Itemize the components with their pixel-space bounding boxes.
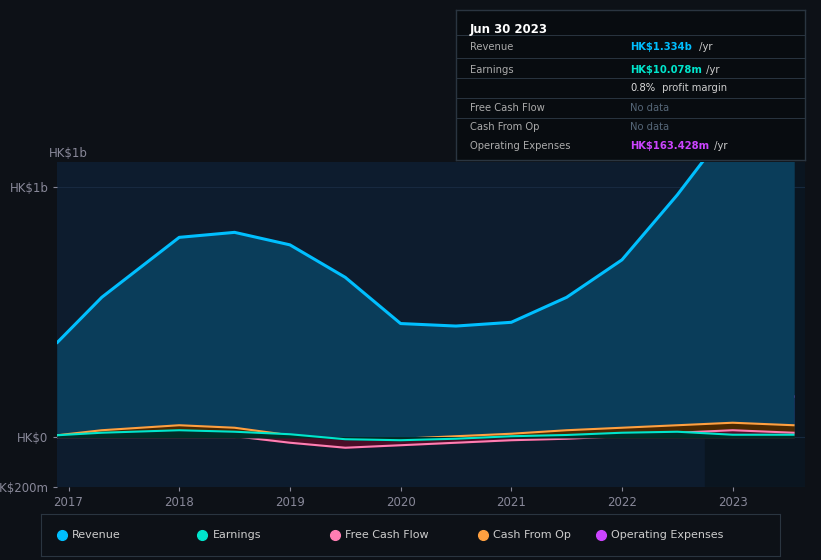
Text: Free Cash Flow: Free Cash Flow — [346, 530, 429, 539]
Text: /yr: /yr — [711, 141, 727, 151]
Text: Earnings: Earnings — [470, 64, 513, 74]
Text: HK$10.078m: HK$10.078m — [631, 64, 702, 74]
Text: 0.8%: 0.8% — [631, 83, 655, 94]
Text: No data: No data — [631, 122, 669, 132]
Text: Revenue: Revenue — [470, 42, 513, 52]
Text: profit margin: profit margin — [659, 83, 727, 94]
Text: No data: No data — [631, 103, 669, 113]
Text: Free Cash Flow: Free Cash Flow — [470, 103, 544, 113]
Text: HK$163.428m: HK$163.428m — [631, 141, 709, 151]
Text: Operating Expenses: Operating Expenses — [612, 530, 724, 539]
Text: Revenue: Revenue — [72, 530, 121, 539]
Text: Cash From Op: Cash From Op — [470, 122, 539, 132]
Text: Jun 30 2023: Jun 30 2023 — [470, 23, 548, 36]
Text: HK$1.334b: HK$1.334b — [631, 42, 692, 52]
Text: Operating Expenses: Operating Expenses — [470, 141, 570, 151]
Text: /yr: /yr — [696, 42, 713, 52]
Text: HK$1b: HK$1b — [49, 147, 88, 160]
Text: Earnings: Earnings — [213, 530, 261, 539]
Text: /yr: /yr — [704, 64, 720, 74]
Text: Cash From Op: Cash From Op — [493, 530, 571, 539]
Bar — [705, 162, 805, 487]
